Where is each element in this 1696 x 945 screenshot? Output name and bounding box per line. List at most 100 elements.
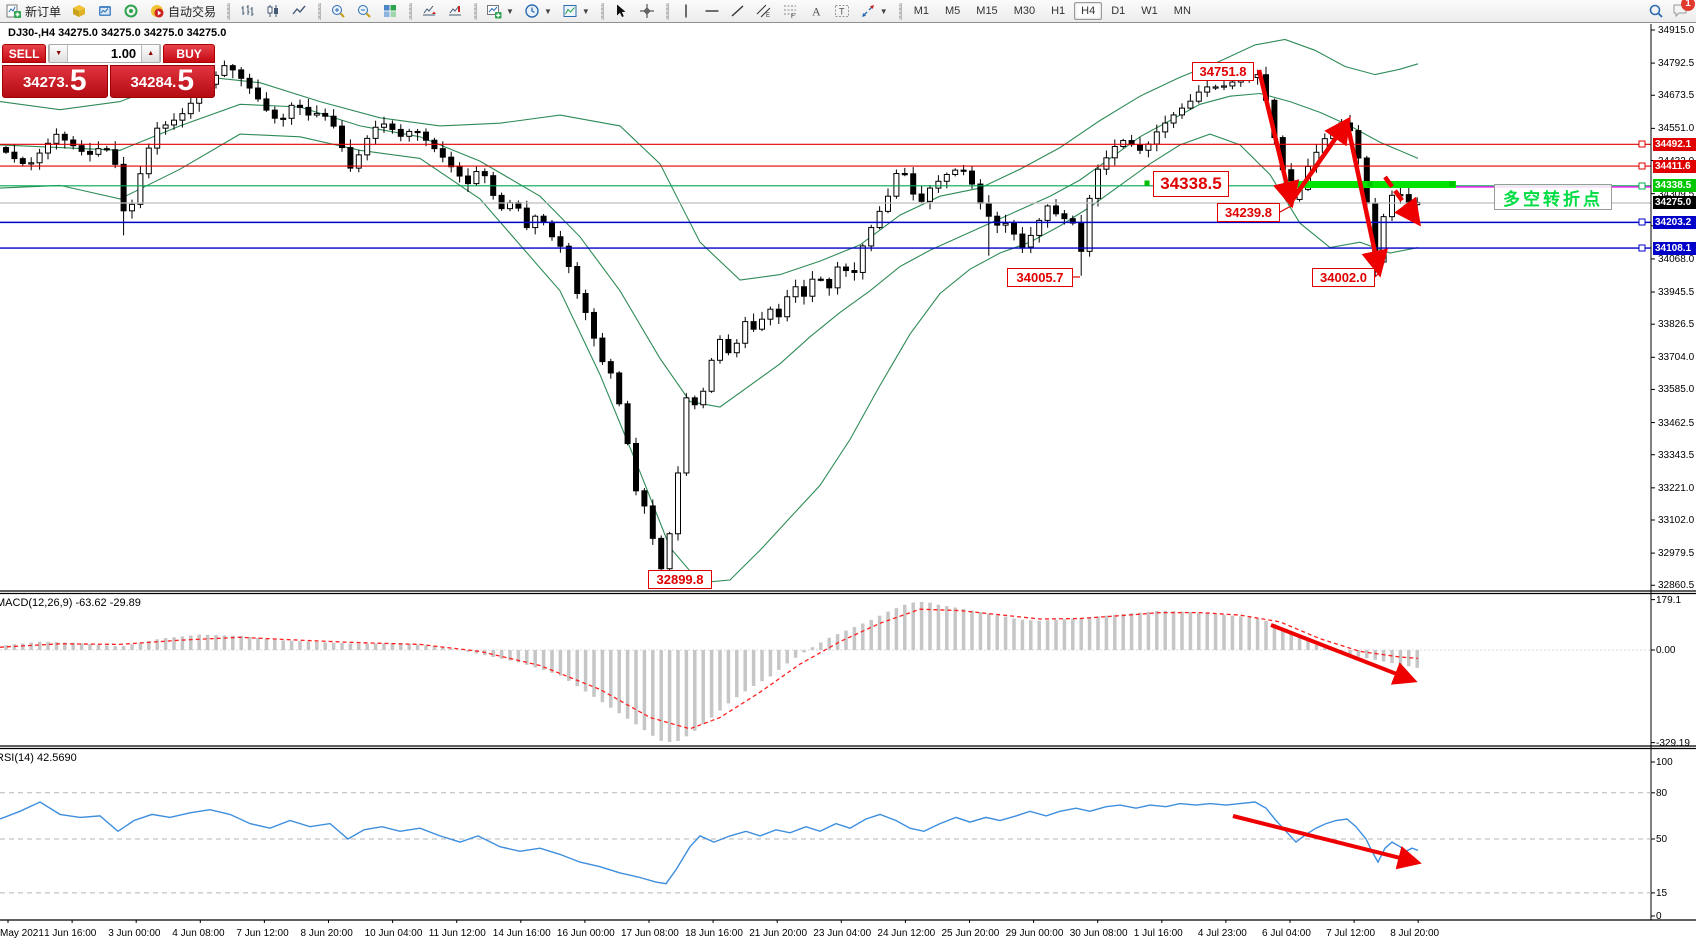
auto-trading-button[interactable]: 自动交易 [145,1,220,22]
trend-arrow[interactable] [1383,175,1421,227]
volume-decrease-button[interactable]: ▼ [49,45,69,62]
sell-button[interactable]: SELL [2,44,47,63]
auto-trading-icon [151,5,164,18]
price-annotation-label[interactable]: 34239.8 [1217,203,1280,222]
svg-text:A: A [812,5,821,19]
volume-increase-button[interactable]: ▲ [141,45,161,62]
zoom-out-button[interactable] [352,1,376,22]
price-badge: 34108.1 [1653,241,1696,255]
trend-arrow[interactable] [1289,116,1351,204]
bar-chart-mode-button[interactable] [235,1,259,22]
turning-point-label[interactable]: 多空转折点 [1494,184,1612,210]
tab-timeframe-d1[interactable]: D1 [1111,5,1126,17]
toolbar-separator [318,2,322,20]
crosshair-tool-button[interactable] [635,1,659,22]
line-chart-mode-button[interactable] [287,1,311,22]
time-axis-label: 4 Jun 08:00 [172,928,225,939]
line-chart-icon [292,5,306,15]
line-handle [1144,180,1150,186]
signal-icon [124,4,138,18]
trend-arrow[interactable] [1344,121,1388,278]
volume-stepper: ▼ 1.00 ▲ [48,44,162,63]
auto-scroll-icon [423,5,437,16]
tile-windows-button[interactable] [378,1,402,22]
tab-timeframe-m30[interactable]: M30 [1013,5,1036,17]
main-toolbar: 新订单 自动交易 ▼ ▼ ▼ [0,0,1696,23]
zoom-in-button[interactable] [326,1,350,22]
tile-windows-icon [384,5,397,17]
channel-tool-button[interactable]: E [752,1,776,22]
period-button[interactable]: ▼ [520,1,556,22]
price-tick-label: 32979.5 [1658,548,1695,560]
line-anchor-square [1638,244,1646,252]
price-annotation-label[interactable]: 34751.8 [1192,62,1254,81]
text-label-icon: T [834,5,849,17]
rsi-axis-label: 15 [1656,887,1668,899]
price-tick-label: 34792.5 [1658,58,1695,70]
sell-price-display[interactable]: 34273. 5 [2,65,108,98]
buy-price-display[interactable]: 34284. 5 [109,65,215,98]
hline-tool-button[interactable] [700,1,724,22]
vline-tool-button[interactable] [674,1,698,22]
rsi-panel [0,792,1651,894]
one-click-trading-widget: SELL ▼ 1.00 ▲ BUY 34273. 5 34284. 5 [2,44,215,98]
auto-scroll-button[interactable] [417,1,441,22]
buy-button[interactable]: BUY [163,44,215,63]
tab-timeframe-m1[interactable]: M1 [913,5,929,17]
time-axis-label: 21 Jun 20:00 [749,928,808,939]
tab-timeframe-w1[interactable]: W1 [1141,5,1158,17]
chevron-down-icon: ▼ [506,6,514,16]
new-order-button[interactable]: 新订单 [2,1,65,22]
arrows-shape-icon [861,5,874,17]
vertical-line-icon [685,4,687,18]
notifications-button[interactable]: 1 [1672,0,1695,21]
rsi-trend-arrow[interactable] [1232,814,1422,870]
time-axis-label: 6 Jul 04:00 [1262,928,1311,939]
trend-arrow[interactable] [1256,69,1300,209]
fibonacci-tool-button[interactable]: F [778,1,802,22]
new-chart-button[interactable]: ▼ [482,1,518,22]
macd-axis-label: 179.1 [1656,594,1682,606]
shapes-tool-button[interactable]: ▼ [856,1,892,22]
candles [3,60,1421,575]
template-button[interactable]: ▼ [558,1,594,22]
tab-timeframe-h1[interactable]: H1 [1051,5,1066,17]
market-watch-button[interactable] [67,1,91,22]
search-icon[interactable] [1648,3,1664,19]
tab-timeframe-m5[interactable]: M5 [945,5,961,17]
price-badge: 34338.5 [1653,179,1696,193]
tab-timeframe-m15[interactable]: M15 [976,5,998,17]
macd-trend-arrow[interactable] [1270,623,1418,685]
toolbar-separator [665,2,669,20]
time-axis-label: 16 Jun 00:00 [556,928,615,939]
line-anchor-square [1638,182,1646,190]
cursor-tool-button[interactable] [609,1,633,22]
line-anchor-square [1638,140,1646,148]
volume-input[interactable]: 1.00 [110,46,137,61]
price-annotation-label[interactable]: 32899.8 [648,570,712,589]
time-axis-label: 23 Jun 04:00 [813,928,872,939]
axes [0,24,1696,923]
gold-cube-icon [73,5,86,17]
chevron-down-icon: ▼ [581,6,590,16]
label-tool-button[interactable]: T [830,1,854,22]
time-axis-label: 14 Jun 16:00 [492,928,551,939]
chart-shift-button[interactable] [443,1,467,22]
price-tick-label: 34309.5 [1658,188,1695,200]
data-window-button[interactable] [93,1,117,22]
signals-button[interactable] [119,1,143,22]
rsi-axis-label: 0 [1656,911,1662,922]
price-annotation-label[interactable]: 34338.5 [1153,171,1229,197]
price-tick-label: 32860.5 [1658,580,1695,592]
line-anchor-square [1638,162,1646,170]
price-annotation-label[interactable]: 34005.7 [1007,268,1073,287]
candle-chart-mode-button[interactable] [261,1,285,22]
tab-timeframe-mn[interactable]: MN [1173,5,1191,17]
price-annotation-label[interactable]: 34002.0 [1312,268,1375,287]
main-chart-panel [0,38,1651,584]
tab-timeframe-h4[interactable]: H4 [1074,2,1103,20]
price-tick-label: 34673.5 [1658,90,1695,102]
trendline-tool-button[interactable] [726,1,750,22]
text-tool-button[interactable]: A [804,1,828,22]
